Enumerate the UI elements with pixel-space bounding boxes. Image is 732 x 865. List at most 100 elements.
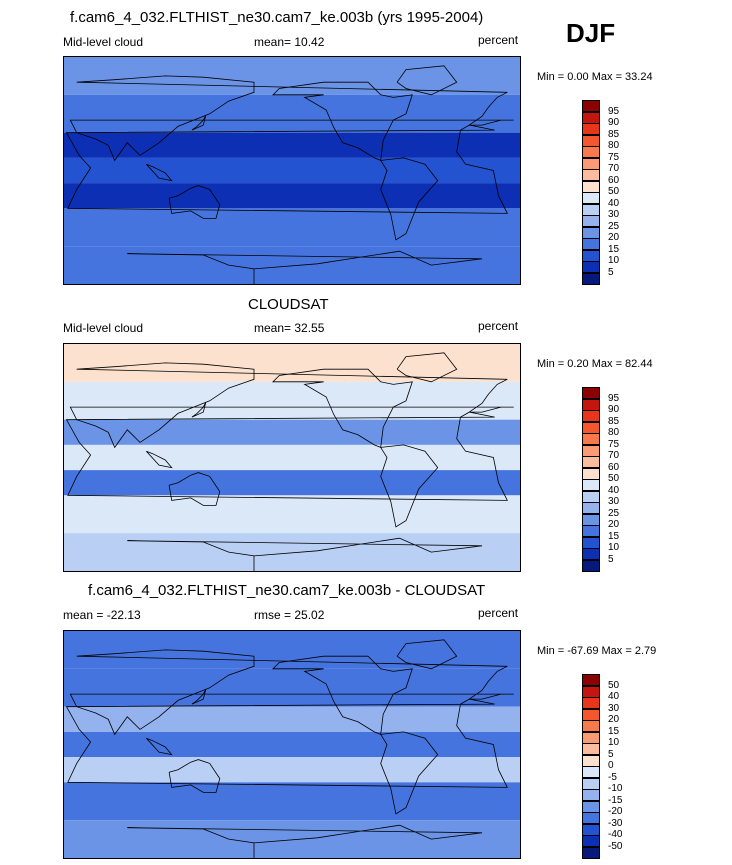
colorbar-tick-label: 10 [608,542,620,553]
panel1-units-label: percent [478,33,519,47]
colorbar-tick-label: -5 [608,771,617,783]
colorbar-swatch [582,800,600,813]
colorbar-swatch [582,812,600,824]
colorbar-tick-label: 95 [608,392,620,404]
colorbar-tick-label: 50 [608,186,620,197]
colorbar-swatch [582,226,600,239]
coastline [191,688,207,705]
coastline [272,368,413,448]
colorbar-swatch [582,192,600,204]
colorbar-swatch [582,456,600,468]
colorbar-swatch [582,169,600,181]
panel2-minmax: Min = 0.20 Max = 82.44 [537,358,653,370]
coastline [127,250,483,284]
colorbar-swatch [582,100,600,112]
coastline [380,731,439,815]
colorbar-tick-label: 30 [608,209,620,220]
colorbar-tick-label: 10 [608,737,620,748]
colorbar-tick-label: 20 [608,519,620,530]
colorbar-tick-label: 90 [608,404,620,415]
colorbar-swatch [582,203,600,216]
colorbar-swatch [582,823,600,836]
panel1-variable-label: Mid-level cloud [63,35,144,49]
colorbar-swatch [582,421,600,434]
coastline [65,124,508,214]
zonal-band-10S-10N [64,444,520,471]
colorbar-tick-label: 40 [608,197,620,209]
colorbar-swatch [582,685,600,698]
colorbar-tick-label: 70 [608,450,620,461]
colorbar-tick-label: 5 [608,748,614,760]
colorbar-tick-label: 60 [608,461,620,473]
colorbar-tick-label: 20 [608,714,620,725]
coastline [396,65,458,96]
colorbar-swatch [582,157,600,170]
colorbar-tick-label: 60 [608,174,620,186]
colorbar-tick-label: 10 [608,255,620,266]
zonal-band-30N-60N [64,381,520,420]
colorbar-swatch [582,731,600,744]
coastline [191,114,207,131]
coastline [272,655,413,735]
colorbar-tick-label: -20 [608,806,623,817]
colorbar-tick-label: 85 [608,128,620,140]
colorbar-swatch [582,835,600,847]
zonal-band-30S-10S [64,470,520,496]
colorbar-swatch [582,146,600,158]
coastline [272,81,413,161]
coastline [191,401,207,418]
colorbar-tick-label: -30 [608,817,623,829]
colorbar-tick-label: 80 [608,140,620,151]
panel1-minmax: Min = 0.00 Max = 33.24 [537,71,653,83]
colorbar-swatch [582,398,600,411]
zonal-band-30S-10S [64,183,520,209]
colorbar-swatch [582,502,600,514]
panel3-title: f.cam6_4_032.FLTHIST_ne30.cam7_ke.003b -… [88,582,486,599]
colorbar-tick-label: 70 [608,163,620,174]
coastline [146,737,173,756]
zonal-band-10N-30N [64,132,520,158]
coastline [168,185,221,219]
coastline [65,411,508,501]
colorbar-tick-label: 40 [608,484,620,496]
coastline [127,824,483,858]
zonal-band-10N-30N [64,419,520,445]
coastline [146,450,173,469]
colorbar-swatch [582,789,600,801]
panel3-mean-label: mean = -22.13 [63,608,141,622]
colorbar-tick-label: 90 [608,117,620,128]
colorbar-swatch [582,387,600,399]
colorbar-tick-label: 80 [608,427,620,438]
coastline [127,537,483,571]
panel3-colorbar: 50 40 30 20 15 10 5 0 -5 -10 -15 -20 -30 -40 -50 [582,674,642,859]
zonal-band-10S-10N [64,157,520,184]
colorbar-swatch [582,215,600,227]
colorbar-swatch [582,261,600,273]
colorbar-tick-label: 50 [608,679,620,691]
panel3-rmse-label: rmse = 25.02 [254,608,325,622]
colorbar-tick-label: 0 [608,760,614,771]
panel2-map [63,343,521,572]
panel2-variable-label: Mid-level cloud [63,321,144,335]
coastline [69,649,514,736]
coastline [396,639,458,670]
zonal-band-30S-10S [64,757,520,783]
colorbar-swatch [582,479,600,491]
colorbar-tick-label: -40 [608,829,623,840]
colorbar-swatch [582,743,600,755]
zonal-band-30N-60N [64,94,520,133]
colorbar-swatch [582,444,600,457]
colorbar-swatch [582,433,600,445]
zonal-band-10N-30N [64,706,520,732]
panel3-minmax: Min = -67.69 Max = 2.79 [537,645,657,657]
panel2-colorbar: 95 90 85 80 75 70 60 50 40 30 25 20 15 10 5 [582,387,642,572]
panel2-units-label: percent [478,319,519,333]
colorbar-swatch [582,180,600,193]
colorbar-swatch [582,513,600,526]
panel1-map [63,56,521,285]
panel2-mean-label: mean= 32.55 [254,321,325,335]
colorbar-swatch [582,490,600,503]
colorbar-swatch [582,697,600,709]
colorbar-tick-label: 85 [608,415,620,427]
colorbar-swatch [582,720,600,732]
